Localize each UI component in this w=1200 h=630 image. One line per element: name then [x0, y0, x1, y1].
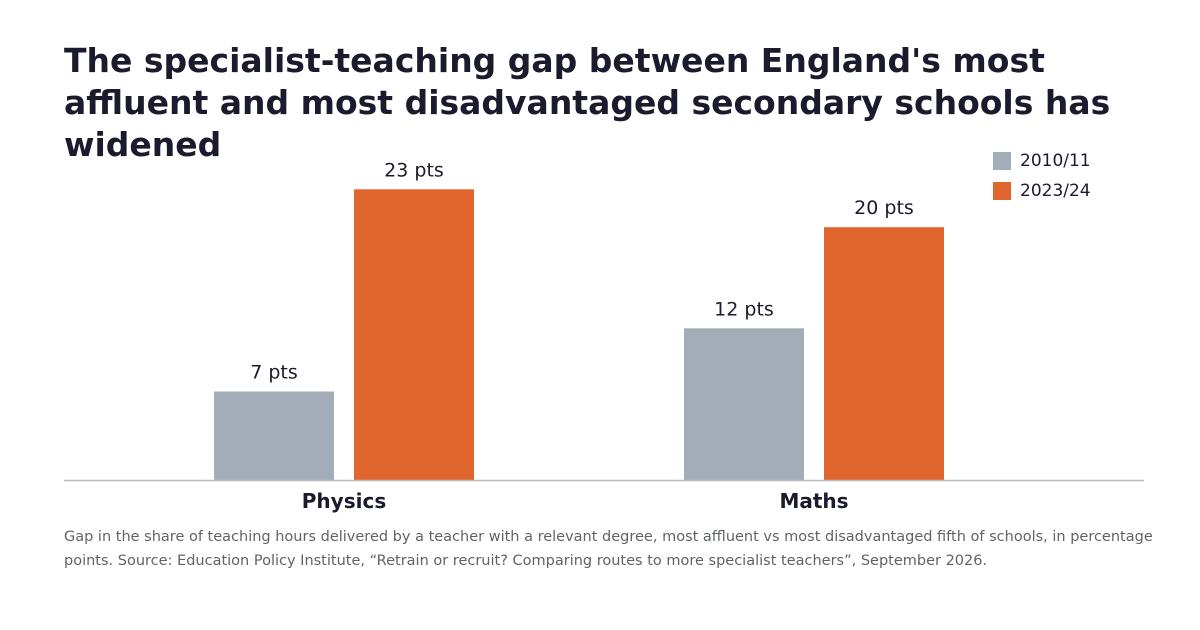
chart-footnote: Gap in the share of teaching hours deliv…: [64, 529, 1153, 569]
legend-swatch-2023-24: [993, 182, 1011, 200]
data-label-maths-2010-11: 12 pts: [714, 298, 774, 320]
data-label-physics-2010-11: 7 pts: [250, 362, 298, 384]
legend-swatch-2010-11: [993, 152, 1011, 170]
legend-item-2010-11: 2010/11: [993, 146, 1173, 176]
data-label-maths-2023-24: 20 pts: [854, 197, 914, 219]
bar-maths-2010-11: [684, 328, 804, 480]
legend-label-2010-11: 2010/11: [1020, 151, 1091, 171]
category-label-physics: Physics: [302, 489, 386, 513]
category-label-maths: Maths: [779, 489, 848, 513]
legend: 2010/11 2023/24: [993, 146, 1173, 206]
bar-physics-2023-24: [354, 189, 474, 480]
data-label-physics-2023-24: 23 pts: [384, 159, 444, 181]
legend-item-2023-24: 2023/24: [993, 176, 1173, 206]
bar-maths-2023-24: [824, 227, 944, 480]
bar-physics-2010-11: [214, 391, 334, 480]
chart-title: The specialist-teaching gap between Engl…: [64, 41, 1111, 164]
legend-label-2023-24: 2023/24: [1020, 181, 1091, 201]
